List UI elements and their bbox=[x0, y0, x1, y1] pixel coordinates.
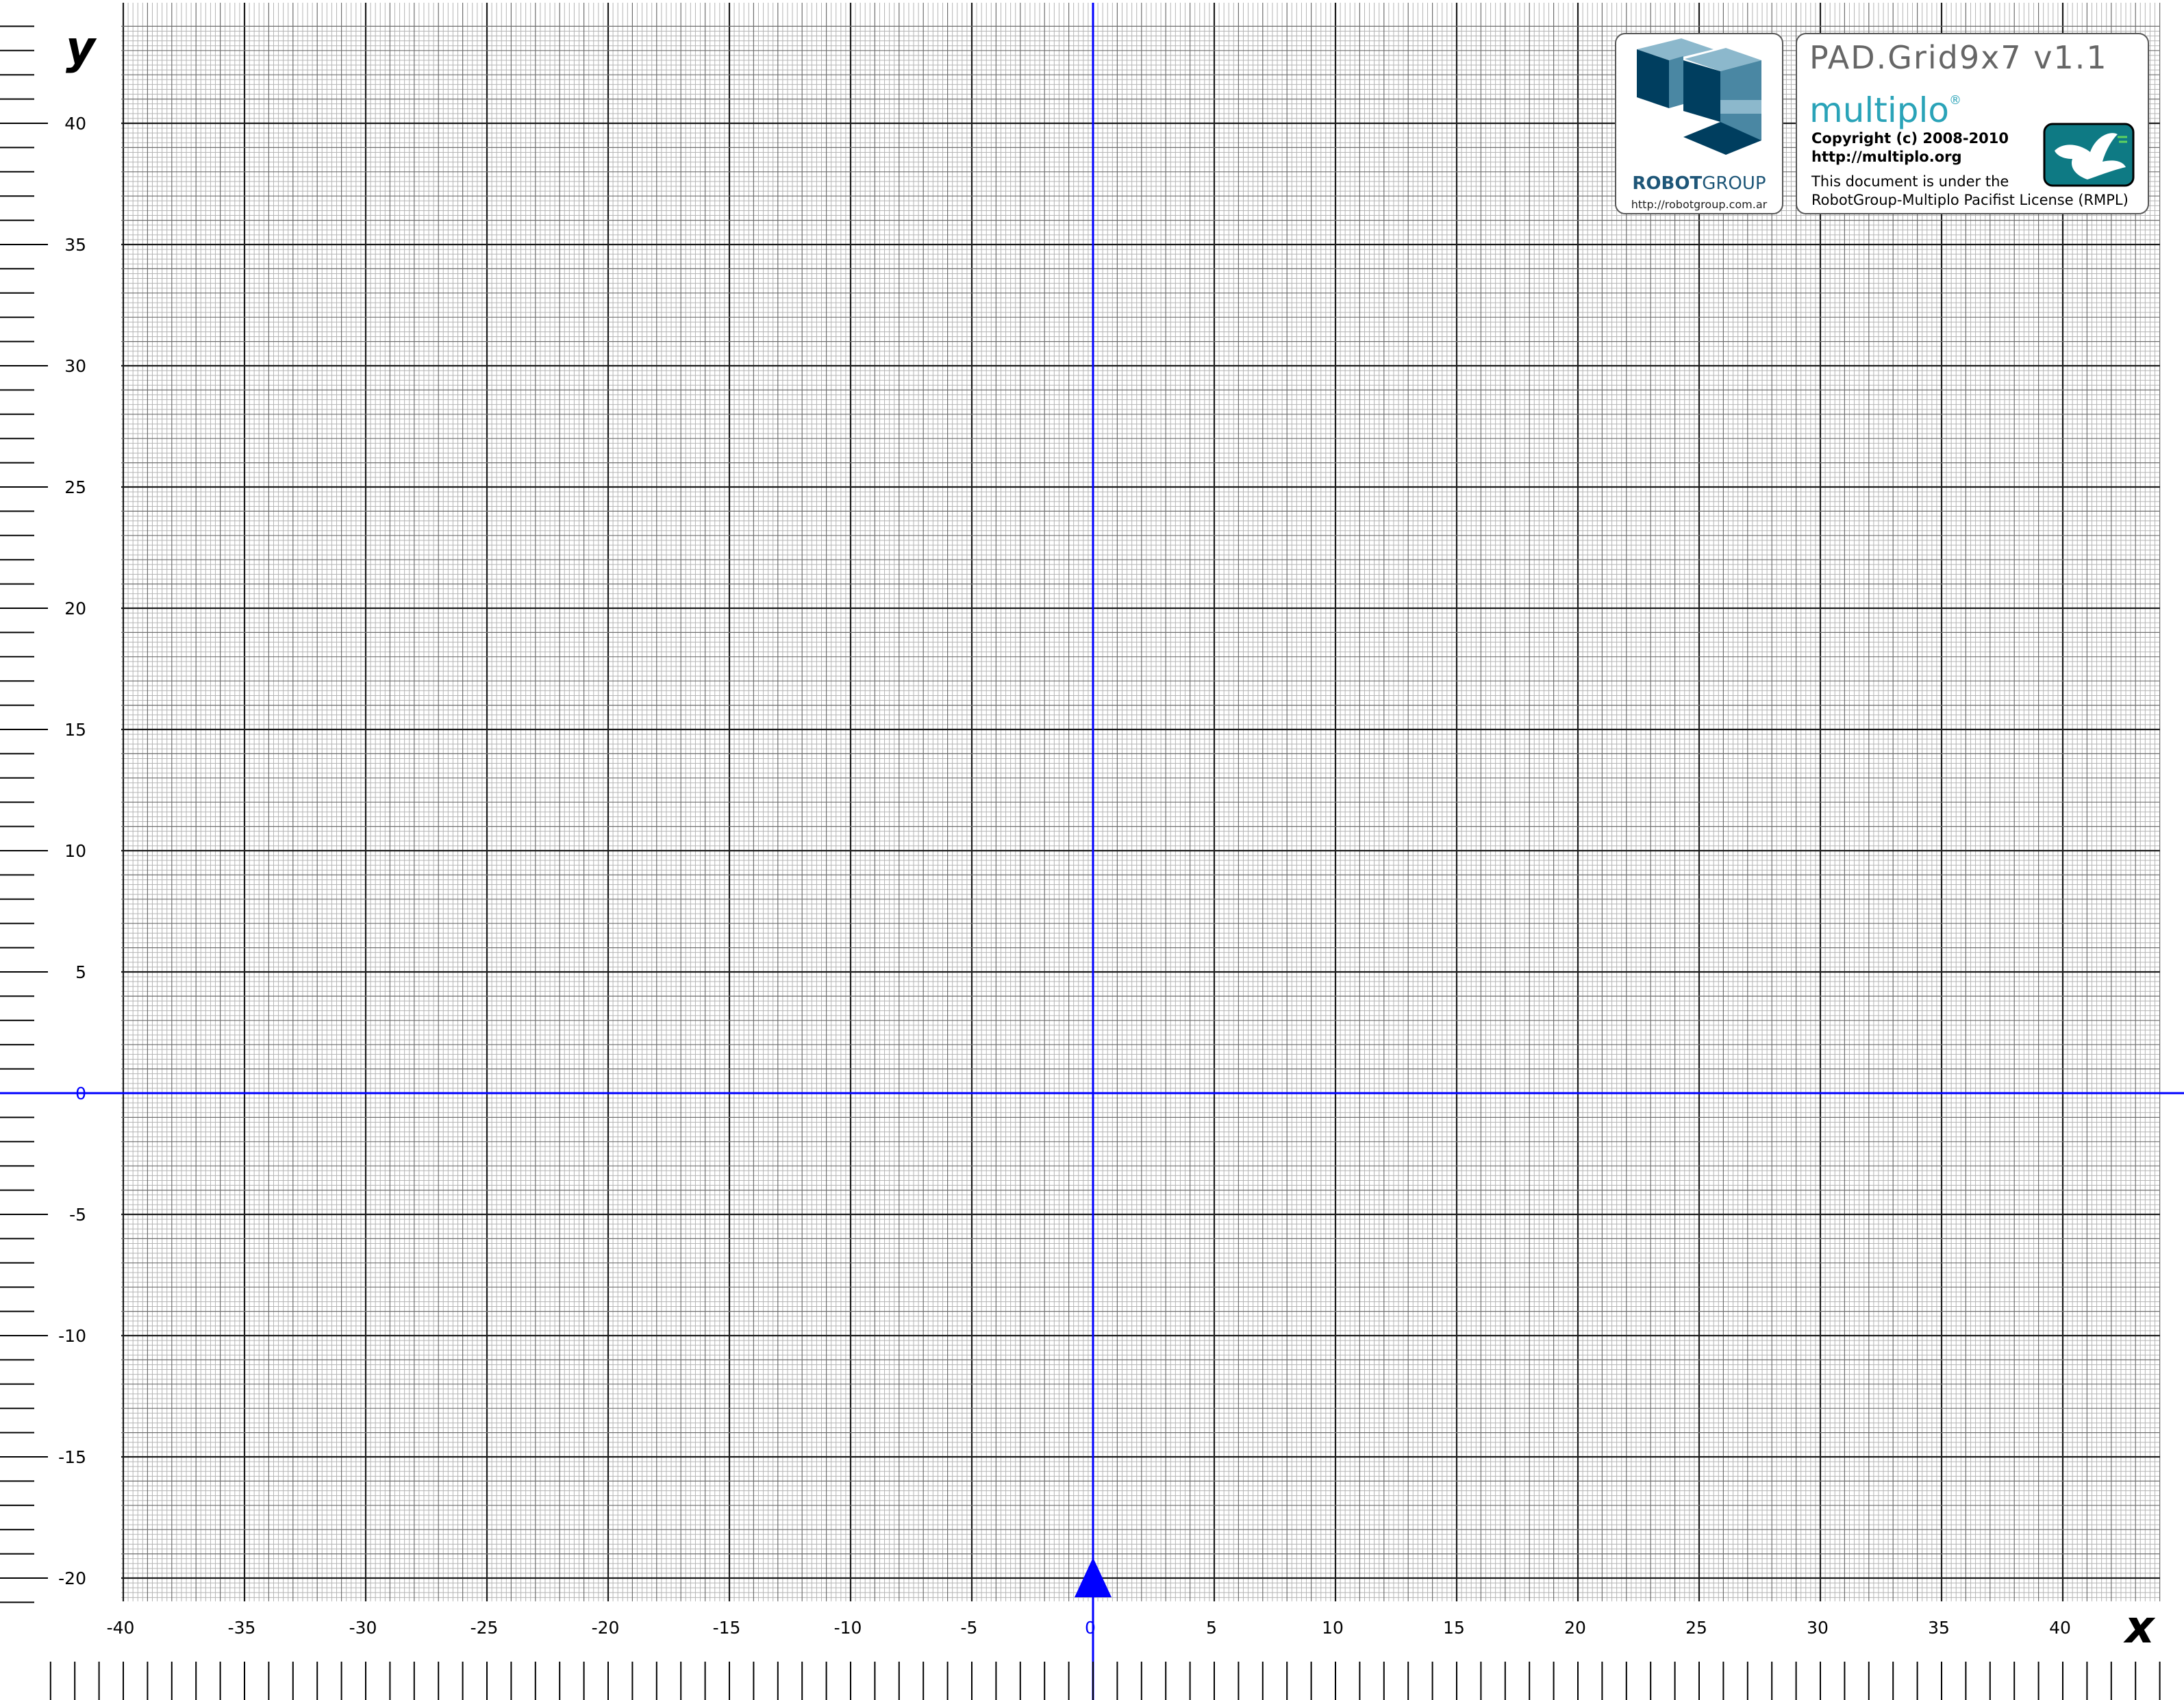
pacifist-dove-icon bbox=[2043, 123, 2135, 187]
y-tick-label: -10 bbox=[58, 1326, 86, 1346]
license-line-2: RobotGroup-Multiplo Pacifist License (RM… bbox=[1811, 192, 2129, 208]
x-tick-label: -35 bbox=[228, 1618, 256, 1638]
x-tick-label: 40 bbox=[2049, 1618, 2071, 1638]
coordinate-axes bbox=[0, 3, 2184, 1700]
edge-marks bbox=[0, 25, 2161, 1700]
major-grid bbox=[121, 3, 2161, 1601]
x-tick-label: -30 bbox=[349, 1618, 377, 1638]
y-tick-label: 35 bbox=[64, 235, 86, 255]
multiplo-url: http://multiplo.org bbox=[1811, 149, 1962, 165]
x-axis-name: x bbox=[2123, 1601, 2156, 1653]
robotgroup-badge: ROBOTGROUP http://robotgroup.com.ar bbox=[1615, 33, 1783, 214]
pad-info-badge: PAD.Grid9x7 v1.1 multiplo® Copyright (c)… bbox=[1796, 33, 2149, 214]
x-tick-label: 10 bbox=[1322, 1618, 1344, 1638]
pad-title: PAD.Grid9x7 v1.1 bbox=[1809, 39, 2108, 76]
y-tick-label: -20 bbox=[58, 1568, 86, 1588]
x-tick-label: -5 bbox=[961, 1618, 978, 1638]
y-tick-label: 40 bbox=[64, 114, 86, 134]
y-tick-label: 10 bbox=[64, 841, 86, 861]
robotgroup-url: http://robotgroup.com.ar bbox=[1631, 198, 1768, 211]
x-tick-label: 25 bbox=[1685, 1618, 1707, 1638]
y-tick-label: 30 bbox=[64, 356, 86, 376]
y-tick-label: 5 bbox=[75, 962, 86, 982]
x-tick-label: 0 bbox=[1085, 1618, 1096, 1638]
y-tick-label: 25 bbox=[64, 477, 86, 497]
multiplo-brand: multiplo® bbox=[1809, 90, 1961, 130]
x-tick-label: 35 bbox=[1928, 1618, 1950, 1638]
x-tick-label: -25 bbox=[470, 1618, 499, 1638]
x-tick-label: 15 bbox=[1443, 1618, 1465, 1638]
x-tick-label: 5 bbox=[1206, 1618, 1217, 1638]
x-tick-label: -10 bbox=[834, 1618, 862, 1638]
license-line-1: This document is under the bbox=[1811, 173, 2009, 190]
x-tick-label: -20 bbox=[592, 1618, 620, 1638]
x-tick-label: -40 bbox=[107, 1618, 135, 1638]
y-axis-name: y bbox=[66, 21, 97, 74]
tick-labels: -40 -35 -30 -25 -20 -15 -10 -5 0 5 10 15 20 25 30 35 40 4… bbox=[58, 114, 2071, 1638]
robotgroup-name: ROBOTGROUP bbox=[1632, 173, 1766, 194]
y-tick-label: 0 bbox=[75, 1084, 86, 1103]
y-tick-label: -5 bbox=[69, 1205, 86, 1225]
y-tick-label: 15 bbox=[64, 720, 86, 740]
y-tick-label: 20 bbox=[64, 599, 86, 618]
y-tick-label: -15 bbox=[58, 1447, 86, 1467]
x-tick-label: -15 bbox=[713, 1618, 741, 1638]
x-tick-label: 30 bbox=[1807, 1618, 1829, 1638]
robotgroup-cube-icon bbox=[1637, 38, 1761, 155]
y-axis-arrow-icon bbox=[1075, 1558, 1112, 1597]
copyright-text: Copyright (c) 2008-2010 bbox=[1811, 130, 2009, 147]
x-tick-label: 20 bbox=[1564, 1618, 1586, 1638]
